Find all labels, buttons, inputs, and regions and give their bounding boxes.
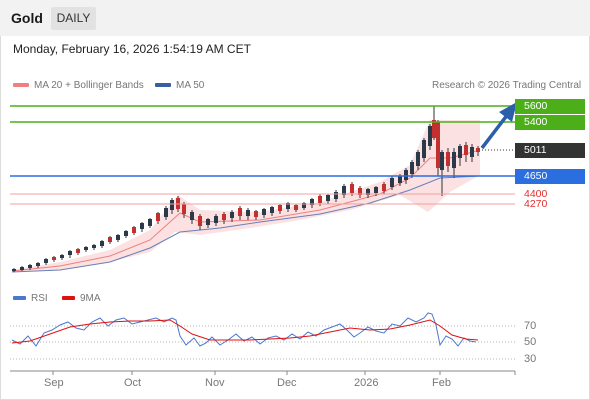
level-label-4400: 4400 — [524, 188, 548, 200]
ma50-swatch-icon — [155, 83, 171, 88]
ma20-swatch-icon — [13, 83, 29, 88]
timestamp: Monday, February 16, 2026 1:54:19 AM CET — [13, 42, 251, 56]
legend-9ma-label: 9MA — [80, 293, 101, 304]
price-candles — [12, 106, 480, 272]
forecast-arrow — [480, 112, 510, 150]
x-label-nov: Nov — [205, 377, 225, 389]
x-label-feb: Feb — [432, 377, 451, 389]
legend-ma20: MA 20 + Bollinger Bands — [13, 80, 144, 91]
rsi-line — [11, 312, 477, 347]
x-label-2026: 2026 — [354, 377, 379, 389]
legend-ma50: MA 50 — [155, 80, 204, 91]
level-label-4270: 4270 — [524, 198, 548, 210]
timeframe-tab[interactable]: DAILY — [51, 7, 96, 30]
rsi-swatch-icon — [13, 296, 26, 301]
forecast-arrowhead-icon — [499, 102, 517, 122]
legend-ma20-label: MA 20 + Bollinger Bands — [34, 80, 144, 91]
x-label-dec: Dec — [277, 377, 297, 389]
x-label-sep: Sep — [44, 377, 64, 389]
legend-rsi: RSI — [13, 293, 48, 304]
rsi-label-70: 70 — [524, 320, 537, 332]
rsi-label-50: 50 — [524, 336, 537, 348]
level-label-5400: 5400 — [515, 115, 585, 130]
legend-9ma: 9MA — [62, 293, 101, 304]
ma20-line — [11, 149, 481, 272]
legend-rsi-label: RSI — [31, 293, 48, 304]
legend-ma50-label: MA 50 — [176, 80, 205, 91]
ma50-line — [11, 175, 481, 273]
header-bar — [0, 0, 590, 36]
x-label-oct: Oct — [124, 377, 142, 389]
ma9-swatch-icon — [62, 296, 75, 301]
rsi-9ma-line — [11, 319, 479, 344]
source-credit: Research © 2026 Trading Central — [432, 80, 582, 91]
rsi-label-30: 30 — [524, 353, 537, 365]
level-label-4650: 4650 — [515, 169, 585, 184]
level-label-last-5011: 5011 — [515, 143, 585, 158]
level-label-5600: 5600 — [515, 99, 585, 114]
bollinger-band — [12, 120, 480, 272]
instrument-title: Gold — [11, 10, 43, 26]
